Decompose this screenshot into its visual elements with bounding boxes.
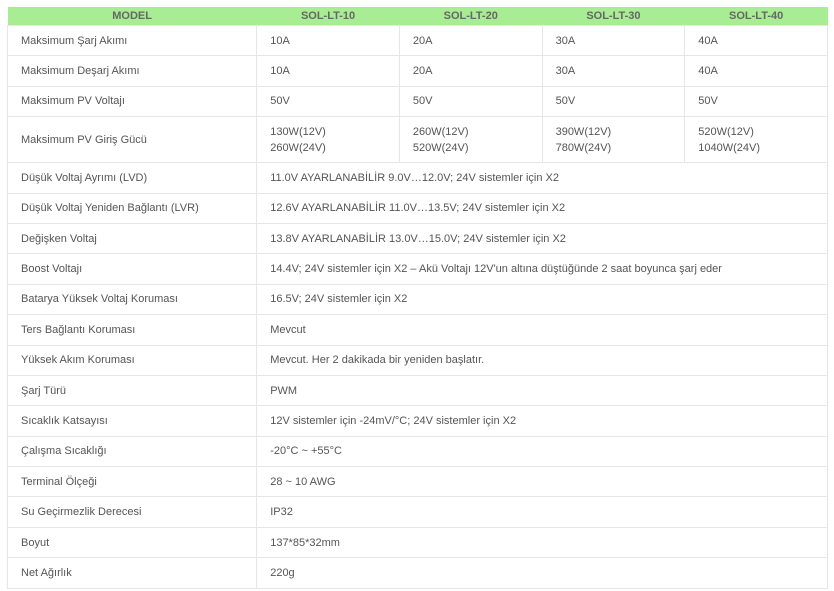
table-row: Düşük Voltaj Yeniden Bağlantı (LVR) 12.6V… bbox=[6, 192, 828, 224]
row-label: Çalışma Sıcaklığı bbox=[6, 435, 258, 468]
cell-value: 30A bbox=[541, 24, 686, 57]
cell-value: 30A bbox=[541, 55, 686, 87]
row-label: Değişken Voltaj bbox=[6, 222, 258, 255]
cell-line: 130W(12V) bbox=[270, 125, 326, 138]
table-row: Değişken Voltaj 13.8V AYARLANABİLİR 13.0V… bbox=[6, 222, 828, 255]
table-row: Maksimum PV Giriş Gücü 130W(12V) 260W(24V)… bbox=[6, 116, 828, 164]
cell-value: 10A bbox=[256, 55, 400, 87]
cell-value: 13.8V AYARLANABİLİR 13.0V…15.0V; 24V sis… bbox=[256, 222, 828, 255]
cell-value: 50V bbox=[541, 85, 686, 118]
row-label: Düşük Voltaj Ayrımı (LVD) bbox=[6, 162, 258, 194]
row-label: Batarya Yüksek Voltaj Koruması bbox=[6, 283, 258, 316]
header-cell: SOL-LT-40 bbox=[684, 7, 828, 26]
row-label: Su Geçirmezlik Derecesi bbox=[6, 496, 258, 528]
cell-line: 520W(24V) bbox=[412, 141, 469, 154]
cell-value: 50V bbox=[256, 85, 400, 118]
row-label: Sıcaklık Katsayısı bbox=[6, 405, 258, 437]
table-row: Sıcaklık Katsayısı 12V sistemler için -24… bbox=[6, 405, 828, 437]
cell-value: 50V bbox=[398, 85, 543, 118]
spec-table: MODEL SOL-LT-10 SOL-LT-20 SOL-LT-30 SOL-… bbox=[6, 7, 828, 589]
cell-value: 40A bbox=[684, 55, 828, 87]
cell-value: 220g bbox=[256, 557, 828, 589]
table-row: Maksimum Deşarj Akımı 10A 20A 30A 40A bbox=[6, 55, 828, 87]
cell-value: -20°C ~ +55°C bbox=[256, 435, 828, 468]
row-label: Maksimum Deşarj Akımı bbox=[6, 55, 258, 87]
cell-value: 16.5V; 24V sistemler için X2 bbox=[256, 283, 828, 316]
cell-value: 50V bbox=[684, 85, 828, 118]
row-label: Boost Voltajı bbox=[6, 253, 258, 285]
cell-line: 390W(12V) bbox=[555, 125, 612, 138]
cell-value: PWM bbox=[256, 374, 828, 407]
table-row: Maksimum Şarj Akımı 10A 20A 30A 40A bbox=[6, 24, 828, 57]
cell-value: Mevcut. Her 2 dakikada bir yeniden başla… bbox=[256, 344, 828, 376]
header-cell: SOL-LT-10 bbox=[256, 7, 400, 26]
cell-value: 20A bbox=[398, 24, 543, 57]
row-label: Şarj Türü bbox=[6, 374, 258, 407]
cell-line: 260W(24V) bbox=[270, 141, 326, 154]
row-label: Maksimum PV Voltajı bbox=[6, 85, 258, 118]
cell-line: 1040W(24V) bbox=[698, 141, 761, 154]
cell-value: 520W(12V) 1040W(24V) bbox=[684, 116, 828, 164]
header-cell: SOL-LT-30 bbox=[542, 7, 685, 26]
cell-value: 390W(12V) 780W(24V) bbox=[541, 116, 686, 164]
table-row: Ters Bağlantı Koruması Mevcut bbox=[6, 314, 828, 346]
table-row: Şarj Türü PWM bbox=[6, 374, 828, 407]
cell-value: 11.0V AYARLANABİLİR 9.0V…12.0V; 24V sist… bbox=[256, 162, 828, 194]
row-label: Düşük Voltaj Yeniden Bağlantı (LVR) bbox=[6, 192, 258, 224]
row-label: Yüksek Akım Koruması bbox=[6, 344, 258, 376]
header-row: MODEL SOL-LT-10 SOL-LT-20 SOL-LT-30 SOL-… bbox=[7, 7, 828, 26]
cell-value: 40A bbox=[684, 24, 828, 57]
cell-value: IP32 bbox=[256, 496, 828, 528]
table-row: Yüksek Akım Koruması Mevcut. Her 2 dakika… bbox=[6, 344, 828, 376]
row-label: Maksimum PV Giriş Gücü bbox=[6, 116, 258, 164]
cell-line: 780W(24V) bbox=[555, 141, 612, 154]
cell-value: Mevcut bbox=[256, 314, 828, 346]
cell-value: 28 ~ 10 AWG bbox=[256, 466, 828, 498]
table-row: Maksimum PV Voltajı 50V 50V 50V 50V bbox=[6, 85, 828, 118]
table-row: Boost Voltajı 14.4V; 24V sistemler için X… bbox=[6, 253, 828, 285]
header-cell: SOL-LT-20 bbox=[399, 7, 543, 26]
row-label: Maksimum Şarj Akımı bbox=[6, 24, 258, 57]
row-label: Boyut bbox=[6, 526, 258, 559]
table-row: Net Ağırlık 220g bbox=[6, 557, 828, 589]
cell-line: 520W(12V) bbox=[698, 125, 754, 138]
cell-value: 20A bbox=[398, 55, 543, 87]
header-cell: MODEL bbox=[7, 7, 257, 26]
row-label: Net Ağırlık bbox=[6, 557, 258, 589]
table-row: Su Geçirmezlik Derecesi IP32 bbox=[6, 496, 828, 528]
cell-value: 14.4V; 24V sistemler için X2 – Akü Volta… bbox=[256, 253, 828, 285]
table-row: Çalışma Sıcaklığı -20°C ~ +55°C bbox=[6, 435, 828, 468]
cell-line: 260W(12V) bbox=[412, 125, 469, 138]
table-row: Boyut 137*85*32mm bbox=[6, 526, 828, 559]
row-label: Terminal Ölçeği bbox=[6, 466, 258, 498]
cell-value: 130W(12V) 260W(24V) bbox=[256, 116, 400, 164]
table-row: Düşük Voltaj Ayrımı (LVD) 11.0V AYARLANAB… bbox=[6, 162, 828, 194]
cell-value: 12V sistemler için -24mV/°C; 24V sisteml… bbox=[256, 405, 828, 437]
table-row: Batarya Yüksek Voltaj Koruması 16.5V; 24V… bbox=[6, 283, 828, 316]
table-row: Terminal Ölçeği 28 ~ 10 AWG bbox=[6, 466, 828, 498]
cell-value: 137*85*32mm bbox=[256, 526, 828, 559]
row-label: Ters Bağlantı Koruması bbox=[6, 314, 258, 346]
cell-value: 10A bbox=[256, 24, 400, 57]
cell-value: 260W(12V) 520W(24V) bbox=[398, 116, 543, 164]
cell-value: 12.6V AYARLANABİLİR 11.0V…13.5V; 24V sis… bbox=[256, 192, 828, 224]
